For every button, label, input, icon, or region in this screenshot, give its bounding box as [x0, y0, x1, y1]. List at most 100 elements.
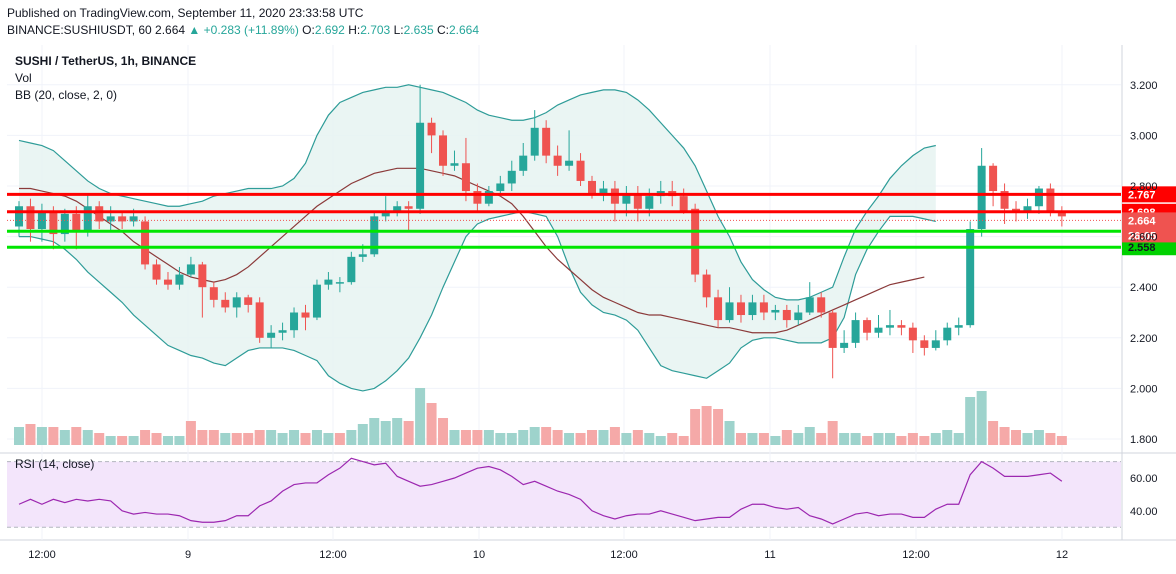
volume-bar [816, 433, 827, 445]
volume-bar [644, 433, 655, 445]
candle-body [817, 297, 826, 313]
volume-bar [930, 433, 941, 445]
volume-bar [197, 430, 208, 445]
candle-body [301, 312, 310, 318]
volume-bar [117, 436, 128, 445]
volume-bar [793, 433, 804, 445]
volume-bar [105, 436, 116, 445]
candle-body [874, 327, 883, 333]
volume-bar [896, 436, 907, 445]
candle-body [416, 122, 425, 209]
volume-bar [369, 418, 380, 445]
candle-body [702, 274, 711, 298]
candle-body [805, 297, 814, 313]
candle-body [496, 183, 505, 192]
volume-bar [529, 427, 540, 445]
candle-body [691, 208, 700, 275]
candle-body [83, 206, 92, 232]
candle-body [72, 213, 81, 232]
volume-bar [1022, 433, 1033, 445]
volume-bar [472, 430, 483, 445]
candle-body [885, 325, 894, 328]
close-label: C: [436, 23, 449, 37]
candle-body [244, 297, 253, 305]
volume-bar [942, 430, 953, 445]
volume-bar [311, 430, 322, 445]
support-price-tag [1122, 239, 1176, 256]
candle-body [645, 196, 654, 209]
volume-bar [151, 433, 162, 445]
price-tick-label: 3.000 [1130, 130, 1158, 142]
candle-body [267, 332, 276, 338]
volume-bar [162, 436, 173, 445]
price-tick-label: 2.200 [1130, 333, 1158, 345]
candle-body [324, 279, 333, 285]
volume-bar [277, 433, 288, 445]
candle-body [931, 340, 940, 348]
candle-body [1046, 188, 1055, 212]
candle-body [484, 191, 493, 204]
candle-body [576, 160, 585, 181]
candle-body [278, 330, 287, 333]
candle-body [1000, 191, 1009, 209]
price-tick-label: 2.400 [1130, 282, 1158, 294]
volume-bar [839, 433, 850, 445]
volume-bar [621, 433, 632, 445]
time-tick-label: 9 [185, 549, 191, 561]
rsi-pane [7, 457, 1121, 528]
price-tick-label: 2.000 [1130, 383, 1158, 395]
volume-bar [758, 433, 769, 445]
candle-body [175, 274, 184, 285]
candle-body [794, 312, 803, 321]
volume-bar [243, 433, 254, 445]
volume-bar [552, 430, 563, 445]
volume-bar [873, 433, 884, 445]
candle-body [1012, 208, 1021, 212]
volume-bar [392, 418, 403, 445]
volume-bar [25, 424, 36, 445]
candle-body [1057, 211, 1066, 217]
volume-bars [14, 388, 1067, 445]
volume-bar [965, 397, 976, 445]
candle-countdown: 26:05 [1128, 230, 1156, 242]
volume-bar [323, 433, 334, 445]
candle-body [26, 206, 35, 230]
time-tick-label: 12:00 [28, 549, 56, 561]
volume-legend: Vol [15, 71, 32, 85]
candle-body [186, 264, 195, 275]
time-tick-label: 12 [1056, 549, 1068, 561]
last-price-tag [1122, 212, 1176, 243]
volume-bar [541, 427, 552, 445]
volume-bar [999, 427, 1010, 445]
volume-bar [185, 421, 196, 445]
rsi-tick-label: 40.00 [1130, 506, 1158, 518]
candle-body [152, 264, 161, 280]
candle-body [129, 216, 138, 222]
volume-bar [48, 427, 59, 445]
volume-bar [220, 433, 231, 445]
volume-bar [862, 436, 873, 445]
candle-body [163, 279, 172, 285]
candle-body [312, 284, 321, 318]
time-tick-label: 12:00 [610, 549, 638, 561]
candle-body [622, 193, 631, 204]
change-value: ▲ +0.283 (+11.89%) [188, 23, 299, 37]
volume-bar [266, 430, 277, 445]
volume-bar [208, 430, 219, 445]
volume-bar [690, 409, 701, 445]
volume-bar [300, 433, 311, 445]
candle-body [782, 309, 791, 321]
candle-body [908, 327, 917, 341]
volume-bar [403, 421, 414, 445]
open-label: O: [302, 23, 315, 37]
volume-bar [94, 433, 105, 445]
volume-bar [724, 421, 735, 445]
candle-body [588, 180, 596, 194]
time-tick-label: 11 [764, 549, 775, 561]
candle-body [335, 282, 344, 284]
last-price: 2.664 [155, 23, 186, 37]
volume-bar [1045, 433, 1056, 445]
candle-body [771, 309, 780, 313]
